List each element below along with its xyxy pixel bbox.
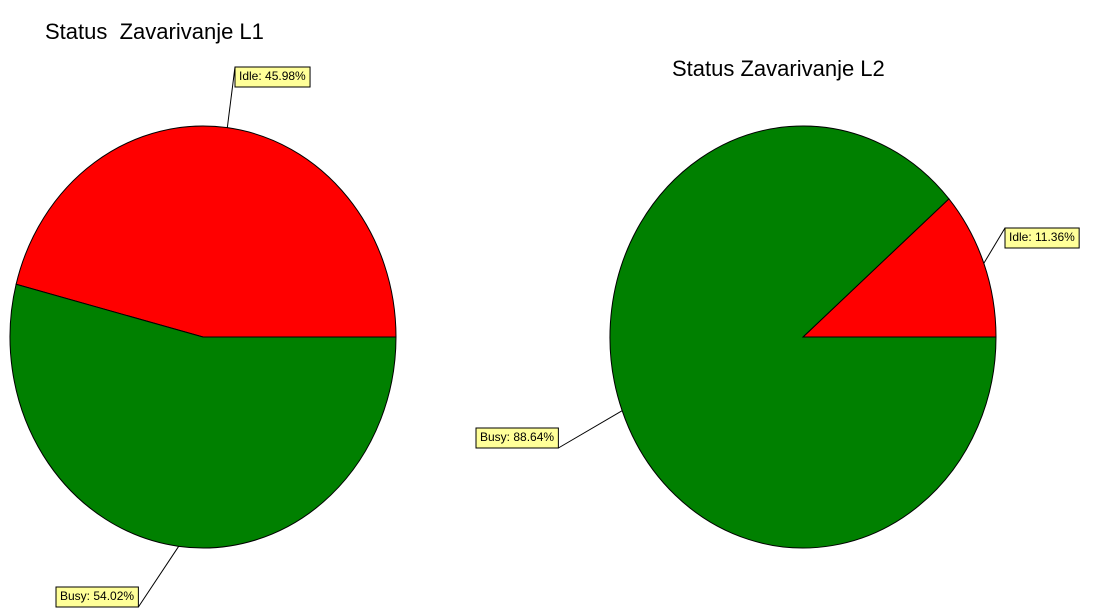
chart-title: Status Zavarivanje L2 [672,56,885,81]
label-box [1004,227,1080,249]
leader-line [226,66,236,128]
label-box [55,586,139,608]
leader-line [137,546,180,608]
slice-label: Idle: 11.36% [1009,230,1075,244]
slice-label: Idle: 45.98% [239,69,306,83]
chart-title: Status Zavarivanje L1 [45,19,264,44]
leader-line [558,410,623,449]
pie-slice [15,125,397,338]
slice-label: Busy: 54.02% [60,589,134,603]
slice-label: Busy: 88.64% [480,430,554,444]
label-box [234,66,311,88]
label-box [475,427,559,449]
leader-line [983,227,1006,264]
pie-slice [609,125,997,549]
pie-slice [801,198,997,338]
